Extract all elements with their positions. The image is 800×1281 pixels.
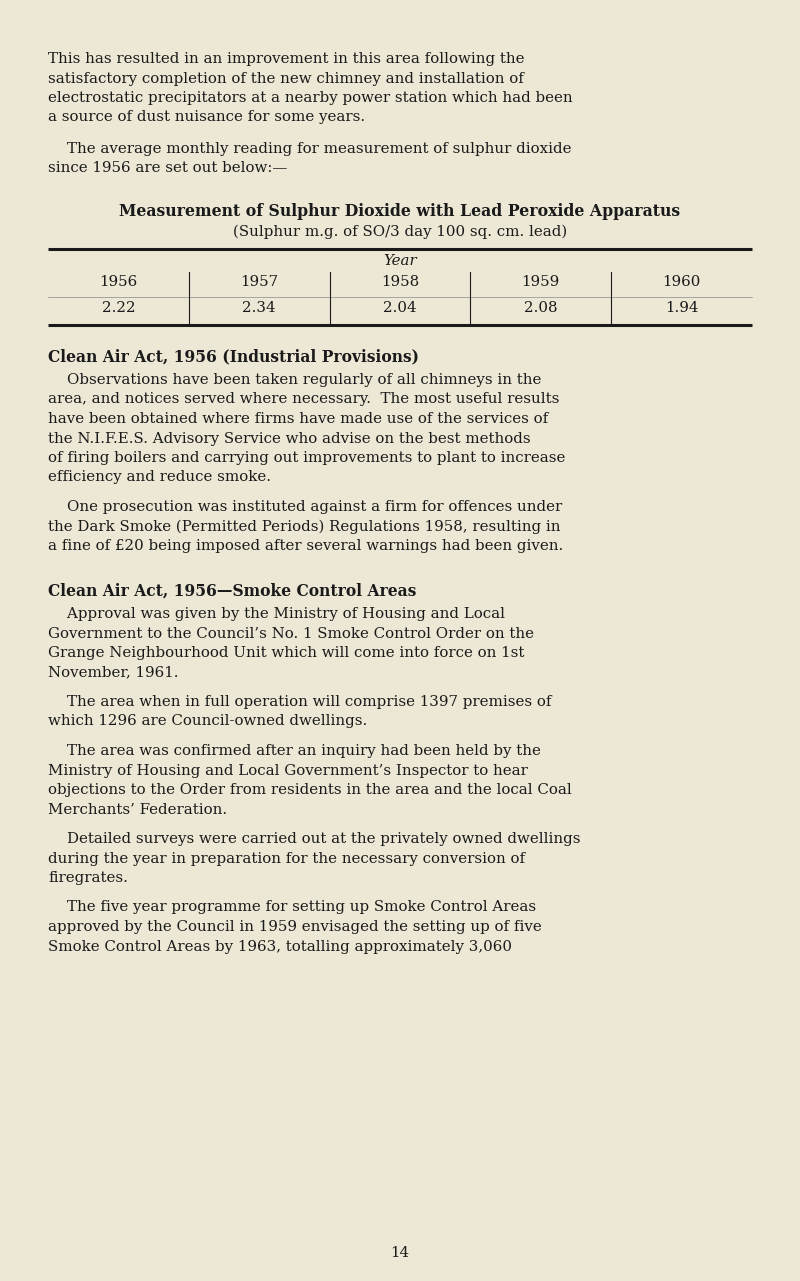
Text: Detailed surveys were carried out at the privately owned dwellings: Detailed surveys were carried out at the… bbox=[48, 831, 581, 845]
Text: The average monthly reading for measurement of sulphur dioxide: The average monthly reading for measurem… bbox=[48, 142, 571, 156]
Text: This has resulted in an improvement in this area following the: This has resulted in an improvement in t… bbox=[48, 53, 525, 67]
Text: Approval was given by the Ministry of Housing and Local: Approval was given by the Ministry of Ho… bbox=[48, 607, 505, 621]
Text: the Dark Smoke (Permitted Periods) Regulations 1958, resulting in: the Dark Smoke (Permitted Periods) Regul… bbox=[48, 520, 561, 534]
Text: approved by the Council in 1959 envisaged the setting up of five: approved by the Council in 1959 envisage… bbox=[48, 920, 542, 934]
Text: Government to the Council’s No. 1 Smoke Control Order on the: Government to the Council’s No. 1 Smoke … bbox=[48, 626, 534, 640]
Text: satisfactory completion of the new chimney and installation of: satisfactory completion of the new chimn… bbox=[48, 72, 524, 86]
Text: objections to the Order from residents in the area and the local Coal: objections to the Order from residents i… bbox=[48, 783, 572, 797]
Text: 2.08: 2.08 bbox=[524, 301, 558, 315]
Text: 2.22: 2.22 bbox=[102, 301, 135, 315]
Text: of firing boilers and carrying out improvements to plant to increase: of firing boilers and carrying out impro… bbox=[48, 451, 566, 465]
Text: 1959: 1959 bbox=[522, 275, 560, 290]
Text: 1956: 1956 bbox=[99, 275, 138, 290]
Text: One prosecution was instituted against a firm for offences under: One prosecution was instituted against a… bbox=[48, 500, 562, 514]
Text: 2.04: 2.04 bbox=[383, 301, 417, 315]
Text: 1958: 1958 bbox=[381, 275, 419, 290]
Text: Grange Neighbourhood Unit which will come into force on 1st: Grange Neighbourhood Unit which will com… bbox=[48, 646, 524, 660]
Text: Ministry of Housing and Local Government’s Inspector to hear: Ministry of Housing and Local Government… bbox=[48, 763, 528, 778]
Text: the N.I.F.E.S. Advisory Service who advise on the best methods: the N.I.F.E.S. Advisory Service who advi… bbox=[48, 432, 530, 446]
Text: a source of dust nuisance for some years.: a source of dust nuisance for some years… bbox=[48, 110, 365, 124]
Text: which 1296 are Council-owned dwellings.: which 1296 are Council-owned dwellings. bbox=[48, 715, 367, 729]
Text: Measurement of Sulphur Dioxide with Lead Peroxide Apparatus: Measurement of Sulphur Dioxide with Lead… bbox=[119, 202, 681, 220]
Text: 14: 14 bbox=[390, 1246, 410, 1261]
Text: Clean Air Act, 1956 (Industrial Provisions): Clean Air Act, 1956 (Industrial Provisio… bbox=[48, 348, 419, 365]
Text: 1.94: 1.94 bbox=[665, 301, 698, 315]
Text: The area when in full operation will comprise 1397 premises of: The area when in full operation will com… bbox=[48, 696, 551, 708]
Text: a fine of £20 being imposed after several warnings had been given.: a fine of £20 being imposed after severa… bbox=[48, 539, 563, 553]
Text: have been obtained where firms have made use of the services of: have been obtained where firms have made… bbox=[48, 412, 548, 427]
Text: area, and notices served where necessary.  The most useful results: area, and notices served where necessary… bbox=[48, 392, 559, 406]
Text: 2.34: 2.34 bbox=[242, 301, 276, 315]
Text: November, 1961.: November, 1961. bbox=[48, 666, 178, 679]
Text: since 1956 are set out below:—: since 1956 are set out below:— bbox=[48, 161, 287, 175]
Text: (Sulphur m.g. of SO/3 day 100 sq. cm. lead): (Sulphur m.g. of SO/3 day 100 sq. cm. le… bbox=[233, 224, 567, 238]
Text: Clean Air Act, 1956—Smoke Control Areas: Clean Air Act, 1956—Smoke Control Areas bbox=[48, 583, 416, 600]
Text: firegrates.: firegrates. bbox=[48, 871, 128, 885]
Text: efficiency and reduce smoke.: efficiency and reduce smoke. bbox=[48, 470, 271, 484]
Text: Year: Year bbox=[383, 254, 417, 268]
Text: 1960: 1960 bbox=[662, 275, 701, 290]
Text: The five year programme for setting up Smoke Control Areas: The five year programme for setting up S… bbox=[48, 901, 536, 915]
Text: electrostatic precipitators at a nearby power station which had been: electrostatic precipitators at a nearby … bbox=[48, 91, 573, 105]
Text: The area was confirmed after an inquiry had been held by the: The area was confirmed after an inquiry … bbox=[48, 744, 541, 758]
Text: Observations have been taken regularly of all chimneys in the: Observations have been taken regularly o… bbox=[48, 373, 542, 387]
Text: during the year in preparation for the necessary conversion of: during the year in preparation for the n… bbox=[48, 852, 525, 866]
Text: Smoke Control Areas by 1963, totalling approximately 3,060: Smoke Control Areas by 1963, totalling a… bbox=[48, 939, 512, 953]
Text: 1957: 1957 bbox=[240, 275, 278, 290]
Text: Merchants’ Federation.: Merchants’ Federation. bbox=[48, 802, 227, 816]
